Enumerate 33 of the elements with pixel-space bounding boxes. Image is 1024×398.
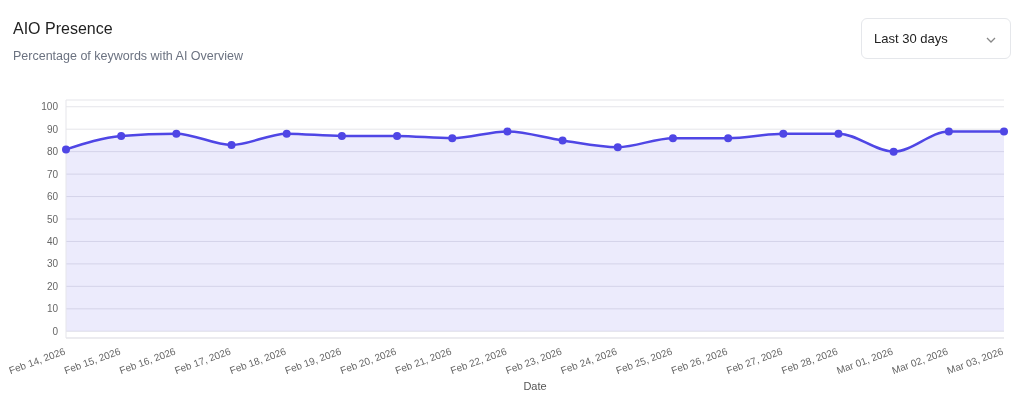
point (117, 131, 126, 140)
point (779, 129, 788, 138)
y-tick-label: 0 (52, 325, 59, 337)
point (227, 140, 236, 149)
point (668, 134, 677, 143)
point (1000, 127, 1008, 136)
y-tick-label: 80 (46, 146, 59, 158)
point (337, 131, 346, 140)
y-tick-label: 40 (46, 236, 59, 247)
y-tick-label: 20 (46, 280, 59, 292)
y-tick-label: 90 (46, 123, 59, 135)
point (448, 134, 457, 143)
y-tick-label: 10 (46, 303, 59, 315)
point (889, 147, 898, 156)
point (393, 131, 402, 140)
point (944, 127, 953, 136)
point (613, 143, 622, 152)
chart-subtitle: Percentage of keywords with AI Overview (13, 49, 243, 63)
point (282, 129, 291, 138)
point (503, 127, 512, 136)
point (62, 145, 70, 154)
text: Last 30 days (874, 31, 948, 46)
y-tick-label: 50 (46, 213, 59, 225)
chart-title: AIO Presence (13, 20, 113, 38)
point (172, 129, 181, 138)
y-tick-label: 100 (41, 101, 59, 113)
y-tick-label: 60 (46, 191, 59, 203)
y-tick-label: 70 (46, 168, 59, 180)
y-tick-label: 30 (46, 258, 59, 270)
point (558, 136, 567, 145)
x-axis-title: Date (523, 380, 547, 392)
point (724, 134, 733, 143)
point (834, 129, 843, 138)
